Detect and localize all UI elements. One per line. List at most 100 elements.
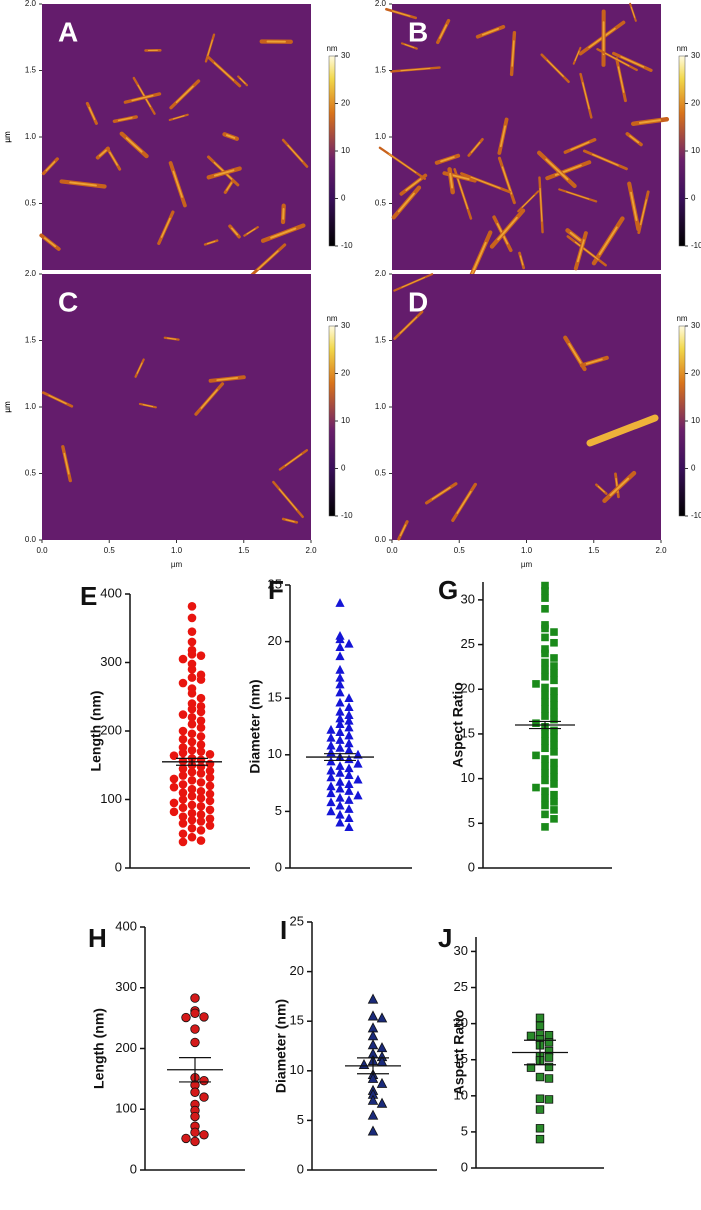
data-point [326,772,336,782]
fibril-core [456,490,472,514]
y-tick-label: 0 [275,859,282,874]
colorbar-tick-label: 0 [691,194,696,203]
data-point [541,810,549,819]
data-point [541,649,549,658]
y-tick-label: 25 [290,913,304,928]
data-point [353,774,363,784]
x-tick-label: 0.5 [454,546,466,555]
data-point [550,628,558,636]
data-point [367,1125,379,1136]
fibril-core [449,172,454,189]
fibril-core [246,228,256,235]
data-point [196,693,206,703]
data-point [367,1072,379,1083]
fibril-core [470,141,481,153]
data-point [196,707,206,717]
data-point [344,779,354,789]
colorbar-tick-label: 10 [691,146,700,155]
fibril-core [136,362,143,374]
y-tick-label: 20 [461,681,475,696]
y-axis-label: µm [3,131,12,143]
data-point [344,770,354,779]
data-point [541,769,549,778]
data-point [187,613,197,623]
colorbar-unit: nm [676,44,687,53]
fibril-core [545,158,569,181]
data-point [205,805,215,815]
fibril-core [109,151,118,166]
panel-label: B [408,16,428,47]
data-point [535,1072,545,1082]
data-point [196,802,206,811]
fibril-core [175,85,194,104]
fibril-core [142,404,154,408]
data-point [187,800,197,810]
fibril-core [497,216,518,241]
colorbar-tick-label: 10 [341,416,350,425]
data-point [344,702,354,712]
fibril-core [131,94,154,102]
fibril-core [388,153,417,174]
data-point [196,786,206,796]
fibril-core [230,227,239,236]
data-point [535,1094,545,1103]
data-point [326,732,336,742]
data-point [344,738,354,748]
panel-label: H [88,923,107,953]
x-tick-label: 1.5 [588,546,600,555]
data-point [526,1063,536,1072]
colorbar-tick-label: 30 [691,51,700,60]
panel-label: I [280,915,287,945]
fibril-core [216,377,239,381]
fibril-core [574,50,580,62]
y-axis-label: Diameter (nm) [247,679,263,773]
y-tick-label: 5 [297,1112,304,1127]
fibril-core [397,192,415,213]
data-point [187,823,197,833]
data-point [367,993,379,1004]
data-point [196,769,206,778]
data-point [335,800,345,810]
data-point [187,815,197,825]
data-point [335,767,345,777]
data-point [544,1095,554,1104]
fibril-core [597,485,605,493]
fibril-core [501,166,513,195]
data-point [187,808,197,818]
data-point [344,722,354,732]
data-point [187,791,197,801]
colorbar-tick-label: -10 [341,511,353,520]
data-point [544,1030,554,1040]
data-point [544,1062,554,1072]
y-tick-label: 20 [454,1015,468,1030]
fibril-core [200,389,218,409]
y-tick-label: 1.0 [25,402,37,411]
data-point [541,801,549,810]
data-point [335,735,345,744]
fibril-core [98,149,107,157]
data-point [196,817,206,826]
data-point [326,788,336,798]
y-tick-label: 300 [115,979,137,994]
data-point [196,836,206,845]
data-point [544,1074,554,1083]
data-point [532,783,540,792]
data-point [367,1030,379,1041]
y-tick-label: 1.5 [25,66,37,75]
data-point [335,817,345,827]
fibril-core [630,191,638,221]
y-tick-label: 25 [454,979,468,994]
data-point [178,678,188,688]
fibril-core [257,250,279,271]
colorbar-unit: nm [326,44,337,53]
x-tick-label: 0.0 [386,546,398,555]
data-point [181,1012,191,1023]
y-tick-label: 20 [268,633,282,648]
data-point [376,1042,388,1053]
colorbar-tick-label: -10 [341,241,353,250]
data-point [541,776,549,785]
fibril-core [45,161,56,172]
data-point [196,740,206,749]
fibril-core [499,125,506,148]
fibril-core [239,77,246,84]
